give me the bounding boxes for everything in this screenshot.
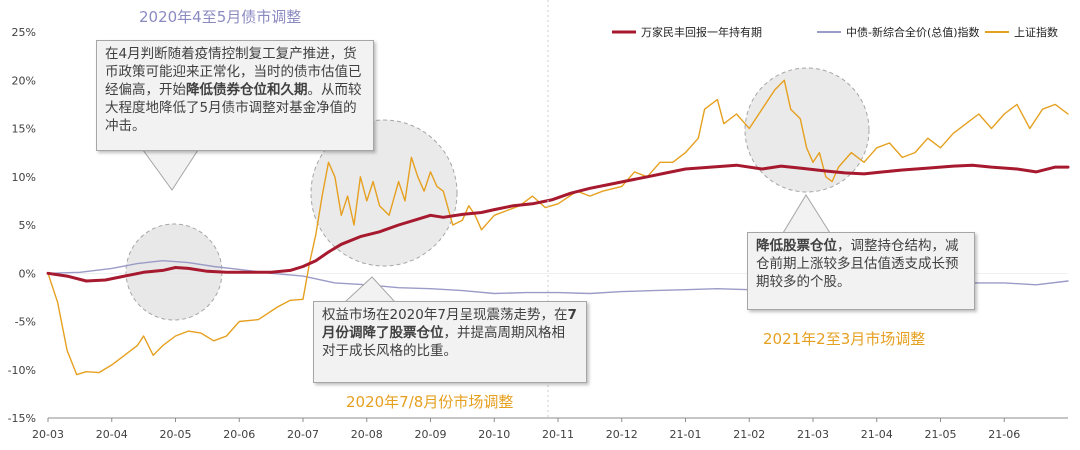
legend: 万家民丰回报一年持有期 中债-新综合全价(总值)指数 上证指数	[612, 25, 1058, 39]
legend-label-1: 中债-新综合全价(总值)指数	[846, 25, 980, 39]
series-line-2	[47, 79, 1069, 376]
y-tick-label: 25%	[12, 26, 36, 39]
callout2-text-a: 权益市场在2020年7月呈现震荡走势，在	[322, 307, 568, 323]
y-tick-label: 15%	[12, 123, 36, 136]
highlight-circle-jul-2020	[310, 119, 458, 267]
x-tick-label: 20-03	[32, 428, 64, 441]
callout1-text-b: 。从而较大程度地降低了5月债市调整对基金净值的冲击。	[105, 82, 362, 134]
x-tick-label: 20-08	[351, 428, 383, 441]
y-tick-label: -5%	[15, 316, 36, 329]
x-tick-label: 21-01	[670, 428, 702, 441]
x-tick-label: 20-11	[542, 428, 574, 441]
x-tick-label: 20-04	[96, 428, 128, 441]
x-tick-label: 21-03	[797, 428, 829, 441]
highlight-circle-feb-2021	[744, 67, 870, 193]
annotation-title-2021-feb-mar: 2021年2至3月市场调整	[763, 330, 926, 348]
callout1-pointer	[142, 149, 199, 191]
x-tick-label: 20-12	[606, 428, 638, 441]
callout3-text-b: ，调整持仓结构，减仓前期上涨较多且估值透支成长预期较多的个股。	[756, 238, 959, 290]
y-axis: 25% 20% 15% 10% 5% 0% -5% -10% -15%	[8, 26, 36, 425]
callout2-text-b: ，并提高周期风格相对于成长风格的比重。	[322, 325, 565, 359]
callout-stock-reduction: 降低股票仓位，调整持仓结构，减仓前期上涨较多且估值透支成长预期较多的个股。	[747, 232, 975, 310]
highlight-circles	[125, 67, 870, 321]
x-tick-label: 20-05	[160, 428, 192, 441]
y-tick-label: -15%	[8, 412, 36, 425]
callout-equity-july: 权益市场在2020年7月呈现震荡走势，在7月份调降了股票仓位，并提高周期风格相对…	[313, 301, 587, 383]
x-tick-label: 21-06	[988, 428, 1020, 441]
callout3-bold: 降低股票仓位	[756, 238, 837, 254]
series-line-0	[46, 163, 1070, 283]
x-axis: 20-03 20-04 20-05 20-06 20-07 20-08 20-09 20-10…	[32, 272, 1068, 441]
callout1-bold: 降低债券仓位和久期	[186, 82, 308, 98]
callout1-text-a: 在4月判断随着疫情控制复工复产推进，货币政策可能迎来正常化，当时的债市估值已经偏…	[105, 46, 362, 98]
x-tick-label: 21-04	[861, 428, 893, 441]
annotation-title-2020-apr-may: 2020年4至5月债市调整	[139, 8, 302, 26]
x-tick-label: 20-06	[223, 428, 255, 441]
x-tick-label: 20-10	[478, 428, 510, 441]
legend-label-2: 上证指数	[1014, 25, 1058, 39]
y-tick-label: -10%	[8, 364, 36, 377]
x-tick-label: 21-02	[733, 428, 765, 441]
legend-label-0: 万家民丰回报一年持有期	[641, 25, 762, 39]
x-tick-label: 20-09	[415, 428, 447, 441]
annotation-title-2020-jul-aug: 2020年7/8月份市场调整	[346, 393, 514, 411]
x-tick-label: 20-07	[287, 428, 319, 441]
callout2-pointer	[343, 276, 397, 303]
y-tick-label: 20%	[12, 74, 36, 87]
callout2-bold: 7月份调降了股票仓位	[322, 307, 577, 341]
y-tick-label: 0%	[19, 267, 36, 280]
callout-pointers	[142, 149, 831, 303]
callout-bond-adjustment: 在4月判断随着疫情控制复工复产推进，货币政策可能迎来正常化，当时的债市估值已经偏…	[96, 40, 374, 151]
y-tick-label: 10%	[12, 171, 36, 184]
x-tick-label: 21-05	[925, 428, 957, 441]
callout3-pointer	[782, 194, 831, 234]
y-tick-label: 5%	[19, 219, 36, 232]
